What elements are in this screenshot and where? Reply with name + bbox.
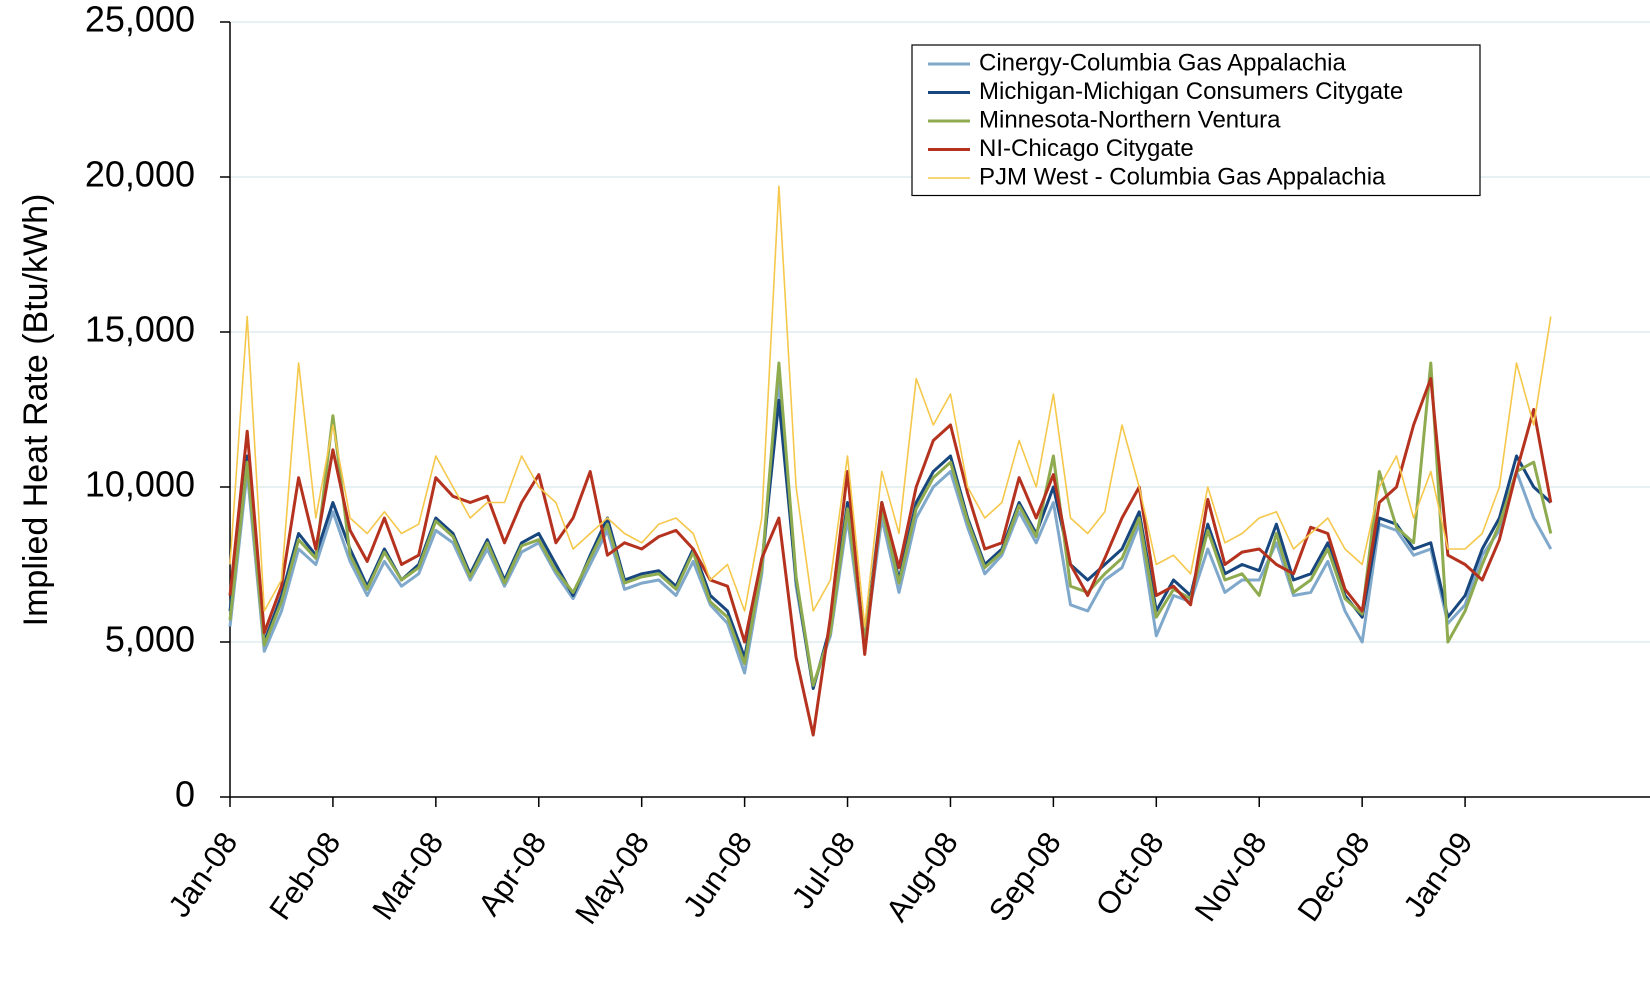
legend-label: PJM West - Columbia Gas Appalachia <box>979 163 1386 190</box>
legend-label: Minnesota-Northern Ventura <box>979 106 1281 133</box>
legend-label: NI-Chicago Citygate <box>979 135 1194 162</box>
series-line <box>229 185 1552 628</box>
y-tick-label: 5,000 <box>105 619 195 660</box>
series-line <box>228 361 1553 687</box>
x-tick-label: Jun-08 <box>676 826 759 924</box>
y-tick-label: 20,000 <box>85 154 195 195</box>
y-tick-label: 10,000 <box>85 464 195 505</box>
x-tick-label: Aug-08 <box>879 826 965 928</box>
x-tick-label: Jul-08 <box>785 826 862 915</box>
legend-box <box>911 44 1481 197</box>
legend: Cinergy-Columbia Gas AppalachiaMichigan-… <box>911 44 1481 197</box>
legend-label: Cinergy-Columbia Gas Appalachia <box>979 49 1347 76</box>
y-tick-label: 0 <box>175 774 195 815</box>
x-tick-label: May-08 <box>568 826 656 931</box>
series-line <box>228 377 1553 687</box>
y-tick-label: 25,000 <box>85 0 195 40</box>
x-tick-label: Sep-08 <box>982 826 1068 928</box>
x-tick-label: Mar-08 <box>365 826 450 927</box>
x-tick-label: Feb-08 <box>262 826 347 927</box>
y-axis-label: Implied Heat Rate (Btu/kWh) <box>17 194 55 627</box>
legend-label: Michigan-Michigan Consumers Citygate <box>979 78 1403 105</box>
x-tick-label: Jan-09 <box>1396 826 1479 924</box>
series-line <box>228 377 1553 737</box>
y-tick-label: 15,000 <box>85 309 195 350</box>
x-tick-label: Apr-08 <box>471 826 553 922</box>
x-tick-label: Oct-08 <box>1089 826 1171 922</box>
x-tick-label: Nov-08 <box>1188 826 1274 928</box>
x-tick-label: Jan-08 <box>161 826 244 924</box>
x-tick-label: Dec-08 <box>1291 826 1377 928</box>
